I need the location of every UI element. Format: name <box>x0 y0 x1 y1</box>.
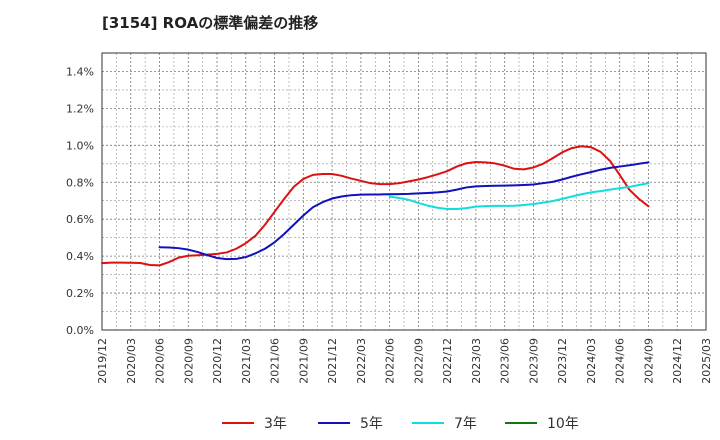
x-tick-labels: 2019/12 2020/03 2020/06 2020/09 2020/12 2021/… <box>96 338 713 384</box>
x-tick-label: 2022/09 <box>412 338 425 384</box>
y-tick-label: 0.8% <box>66 176 94 189</box>
x-tick-label: 2023/03 <box>470 338 483 384</box>
x-tick-label: 2020/12 <box>211 338 224 384</box>
chart-title: [3154] ROAの標準偏差の推移 <box>102 14 319 32</box>
x-tick-label: 2024/03 <box>585 338 598 384</box>
y-tick-label: 1.4% <box>66 65 94 78</box>
legend-label: 10年 <box>547 416 579 432</box>
x-tick-label: 2019/12 <box>96 338 109 384</box>
x-tick-label: 2022/12 <box>441 338 454 384</box>
x-tick-label: 2020/06 <box>154 338 167 384</box>
legend-label: 7年 <box>454 416 477 432</box>
x-tick-label: 2021/12 <box>326 338 339 384</box>
legend-swatch <box>318 422 350 424</box>
series-line-3 <box>388 182 650 211</box>
x-tick-label: 2025/03 <box>700 338 713 384</box>
grid-layer <box>101 53 707 331</box>
x-tick-label: 2023/12 <box>556 338 569 384</box>
y-tick-labels: 0.0% 0.2% 0.4% 0.6% 0.8% 1.0% 1.2% 1.4% <box>66 65 94 337</box>
series-layer <box>101 145 650 267</box>
y-tick-label: 0.6% <box>66 213 94 226</box>
x-tick-label: 2021/03 <box>240 338 253 384</box>
x-tick-label: 2024/06 <box>614 338 627 384</box>
x-tick-label: 2020/09 <box>182 338 195 384</box>
legend-label: 5年 <box>360 416 383 432</box>
legend-swatch <box>222 422 254 424</box>
y-tick-label: 1.0% <box>66 139 94 152</box>
y-tick-label: 0.0% <box>66 324 94 337</box>
series-line-2 <box>158 161 650 261</box>
x-tick-label: 2020/03 <box>125 338 138 384</box>
legend-label: 3年 <box>264 416 287 432</box>
legend-swatch <box>412 422 444 424</box>
plot-border <box>101 52 707 331</box>
x-tick-label: 2024/12 <box>671 338 684 384</box>
x-tick-label: 2023/06 <box>499 338 512 384</box>
x-tick-label: 2022/06 <box>384 338 397 384</box>
y-tick-label: 1.2% <box>66 102 94 115</box>
plot-area <box>102 53 706 330</box>
y-tick-label: 0.2% <box>66 287 94 300</box>
x-tick-label: 2024/09 <box>642 338 655 384</box>
x-tick-label: 2023/09 <box>527 338 540 384</box>
x-tick-label: 2021/09 <box>297 338 310 384</box>
y-tick-label: 0.4% <box>66 250 94 263</box>
x-tick-label: 2021/06 <box>269 338 282 384</box>
x-tick-label: 2022/03 <box>355 338 368 384</box>
axis-layer <box>101 52 707 331</box>
legend-swatch <box>505 422 537 424</box>
series-line-1 <box>101 145 650 267</box>
